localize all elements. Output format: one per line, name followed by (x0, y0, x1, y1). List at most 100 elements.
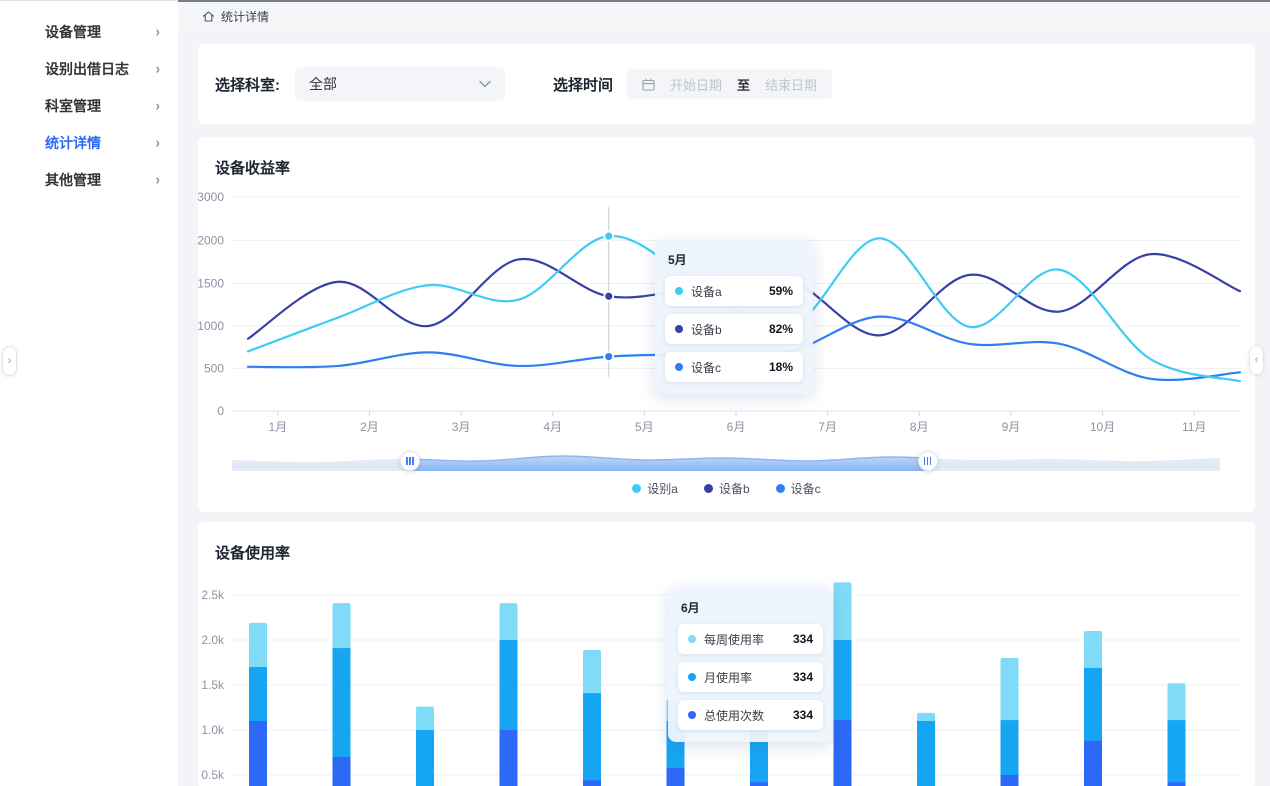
usage-chart-title: 设备使用率 (215, 545, 291, 562)
svg-text:10月: 10月 (1090, 420, 1115, 434)
tooltip-series-name: 设备a (691, 284, 722, 299)
chevron-right-icon: › (155, 97, 160, 114)
sidebar-item-lending-log[interactable]: 设别出借日志 › (0, 50, 178, 87)
department-select-value: 全部 (309, 76, 337, 92)
usage-chart-card: 设备使用率 0.5k 1.0k 1.5k 2.0k 2.5k 6月 每周使用率 334 … (198, 522, 1255, 786)
department-select[interactable]: 全部 (295, 67, 505, 101)
usage-bar-chart[interactable]: 0.5k 1.0k 1.5k 2.0k 2.5k (198, 522, 1255, 786)
datazoom-left-handle[interactable] (399, 451, 420, 471)
chevron-right-icon: › (155, 23, 160, 40)
breadcrumb-title: 统计详情 (221, 9, 270, 24)
series-a-dot-icon (675, 287, 683, 295)
sidebar-item-label: 统计详情 (45, 134, 101, 151)
svg-text:0: 0 (217, 404, 224, 418)
sidebar-item-department-management[interactable]: 科室管理 › (0, 87, 178, 124)
tooltip-series-value: 82% (768, 322, 793, 336)
tooltip-row: 总使用次数 334 (678, 700, 823, 730)
legend-label: 设备b (718, 482, 750, 496)
datazoom-right-handle[interactable] (917, 451, 938, 471)
chevron-down-icon (479, 80, 491, 88)
svg-text:2.0k: 2.0k (201, 633, 225, 647)
svg-text:500: 500 (204, 362, 224, 376)
monthly-usage-dot-icon (688, 673, 696, 681)
home-icon (202, 10, 215, 22)
sidebar-item-device-management[interactable]: 设备管理 › (0, 13, 178, 50)
svg-text:7月: 7月 (818, 420, 837, 434)
datazoom-slider[interactable] (232, 451, 1220, 471)
tooltip-series-value: 18% (768, 360, 793, 374)
svg-text:11月: 11月 (1182, 420, 1206, 434)
series-b-dot-icon (675, 325, 683, 333)
revenue-chart-card: 设备收益率 0 500 1000 1500 2000 3000 1月 2月 3月 4月 5月 6月 7月… (198, 137, 1255, 512)
tooltip-row: 设备a 59% (665, 276, 803, 306)
svg-text:1500: 1500 (198, 277, 224, 291)
svg-text:1000: 1000 (198, 319, 224, 333)
legend-dot-icon (775, 484, 785, 493)
total-usage-dot-icon (688, 711, 696, 719)
revenue-chart-tooltip: 5月 设备a 59% 设备b 82% 设备c 18% (655, 240, 813, 394)
sidebar-item-label: 设备管理 (45, 23, 101, 40)
end-date-input[interactable]: 结束日期 (765, 77, 818, 93)
legend-item-series-a[interactable]: 设别a (632, 480, 678, 497)
tooltip-row: 每周使用率 334 (678, 624, 823, 654)
svg-text:2.5k: 2.5k (201, 588, 225, 602)
sidebar-item-other-management[interactable]: 其他管理 › (0, 161, 178, 198)
svg-text:1.5k: 1.5k (201, 678, 225, 692)
tooltip-row: 月使用率 334 (678, 662, 823, 692)
tooltip-series-value: 334 (792, 670, 813, 684)
legend-dot-icon (703, 484, 713, 493)
tooltip-row: 设备b 82% (665, 314, 803, 344)
chevron-right-icon: › (155, 134, 160, 151)
tooltip-series-name: 设备c (691, 360, 722, 375)
panel-collapse-button[interactable]: ‹ (1249, 345, 1264, 375)
usage-chart-tooltip: 6月 每周使用率 334 月使用率 334 总使用次数 334 (668, 588, 833, 742)
legend-label: 设别a (647, 482, 678, 496)
tooltip-series-value: 59% (768, 284, 793, 298)
sidebar-expand-button[interactable]: › (2, 346, 17, 376)
tooltip-row: 设备c 18% (665, 352, 803, 382)
legend-dot-icon (632, 484, 642, 493)
date-range-picker[interactable]: 开始日期 至 结束日期 (627, 69, 833, 99)
svg-text:4月: 4月 (543, 420, 562, 434)
tooltip-series-value: 334 (792, 632, 813, 646)
revenue-chart-legend: 设别a 设备b 设备c (198, 480, 1255, 497)
sidebar-item-label: 其他管理 (45, 171, 101, 188)
time-filter-label: 选择时间 (553, 76, 614, 94)
svg-text:1.0k: 1.0k (201, 723, 225, 737)
legend-item-series-c[interactable]: 设备c (775, 480, 821, 497)
sidebar-item-statistics[interactable]: 统计详情 › (0, 124, 178, 161)
date-range-separator: 至 (737, 77, 751, 93)
calendar-icon (642, 78, 655, 91)
svg-text:6月: 6月 (727, 420, 746, 434)
svg-text:1月: 1月 (268, 420, 287, 434)
chevron-right-icon: › (155, 171, 160, 188)
tooltip-series-name: 月使用率 (704, 670, 753, 685)
datazoom-preview (232, 455, 1220, 471)
tooltip-series-name: 每周使用率 (704, 632, 765, 647)
series-c-dot-icon (675, 363, 683, 371)
tooltip-title: 5月 (668, 253, 687, 267)
svg-text:0.5k: 0.5k (201, 768, 225, 782)
chevron-left-icon: ‹ (1254, 354, 1259, 366)
legend-item-series-b[interactable]: 设备b (703, 480, 750, 497)
start-date-input[interactable]: 开始日期 (670, 77, 723, 93)
sidebar: 设备管理 › 设别出借日志 › 科室管理 › 统计详情 › 其他管理 › (0, 0, 178, 786)
tooltip-series-name: 总使用次数 (704, 708, 765, 723)
svg-text:5月: 5月 (635, 420, 654, 434)
revenue-line-chart[interactable]: 0 500 1000 1500 2000 3000 1月 2月 3月 4月 5月 6月 7月 8月 9月 10… (198, 137, 1255, 512)
svg-text:8月: 8月 (910, 420, 929, 434)
breadcrumb: 统计详情 (178, 2, 1270, 30)
tooltip-title: 6月 (681, 601, 700, 615)
legend-label: 设备c (790, 482, 821, 496)
revenue-chart-title: 设备收益率 (215, 160, 291, 177)
svg-text:2月: 2月 (360, 420, 379, 434)
main-content: 统计详情 选择科室: 全部 选择时间 开始日期 至 结束日期 设备收益率 0 50… (178, 0, 1270, 786)
weekly-usage-dot-icon (688, 635, 696, 643)
department-filter-label: 选择科室: (215, 76, 280, 94)
svg-text:9月: 9月 (1002, 420, 1021, 434)
svg-text:3月: 3月 (452, 420, 471, 434)
sidebar-item-label: 科室管理 (45, 97, 101, 114)
chevron-right-icon: › (7, 355, 12, 367)
tooltip-series-name: 设备b (691, 322, 722, 337)
tooltip-series-value: 334 (792, 708, 813, 722)
